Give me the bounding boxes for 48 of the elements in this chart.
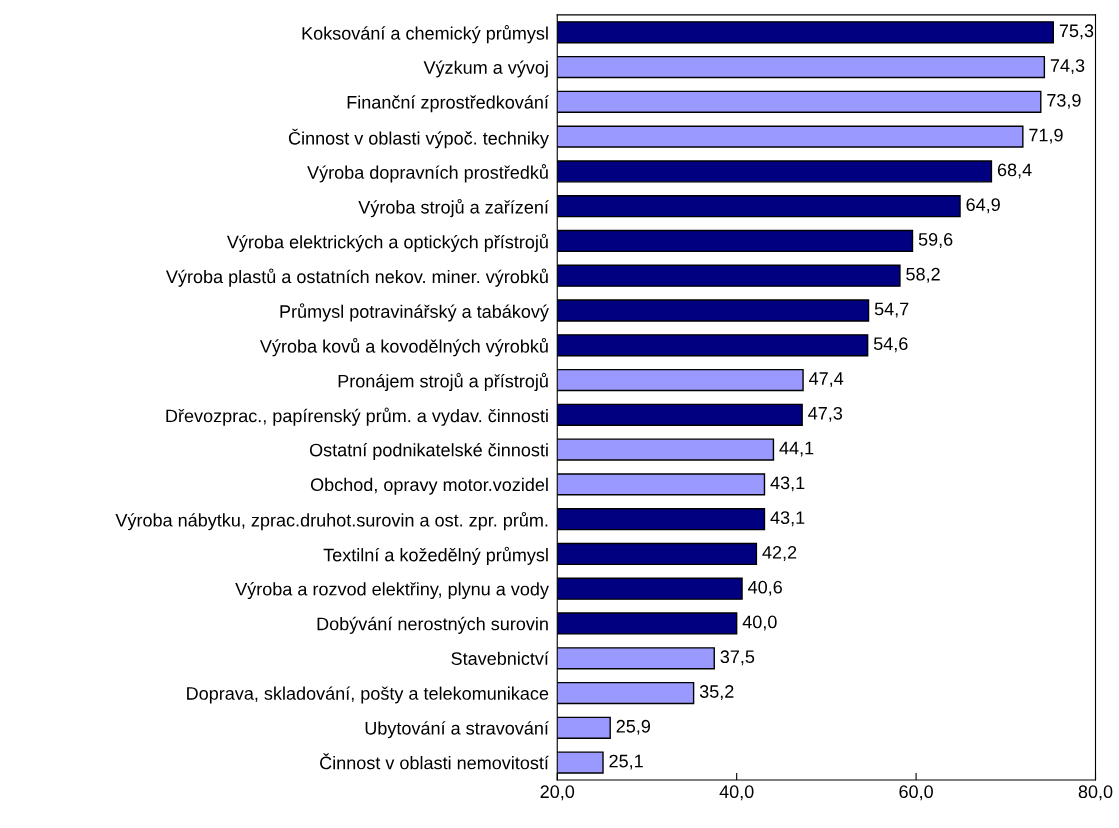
- data-label: 58,2: [906, 267, 940, 283]
- y-tick-label: Průmysl potravinářský a tabákový: [280, 303, 549, 322]
- data-label: 64,9: [966, 198, 1000, 214]
- x-tick-label: 40,0: [719, 785, 754, 801]
- y-tick-label: Ostatní podnikatelské činnosti: [309, 442, 548, 460]
- y-tick-label: Výroba strojů a zařízení: [358, 198, 549, 218]
- data-label: 25,9: [616, 719, 651, 735]
- data-label: 42,2: [762, 545, 797, 561]
- data-label: 43,1: [770, 511, 805, 527]
- y-tick-label: Ubytování a stravování: [365, 721, 549, 739]
- data-label: 75,3: [1059, 24, 1094, 40]
- data-label: 43,1: [770, 476, 805, 492]
- y-tick-label: Koksování a chemický průmysl: [302, 25, 548, 44]
- x-tick-label: 20,0: [540, 785, 575, 801]
- y-tick-label: Výzkum a vývoj: [423, 60, 548, 78]
- y-tick-label: Finanční zprostředkování: [347, 95, 549, 113]
- y-tick-label: Výroba a rozvod elektřiny, plynu a vody: [235, 582, 549, 600]
- y-tick-label: Výroba plastů a ostatních nekov. miner. výrobků: [165, 268, 548, 287]
- y-tick-label: Dobývání nerostných surovin: [317, 616, 548, 634]
- y-tick-label: Dřevozprac., papírenský prům. a vydav. činnosti: [166, 407, 548, 426]
- data-label: 25,1: [609, 754, 643, 770]
- data-label: 40,6: [748, 580, 782, 596]
- data-label: 54,7: [874, 302, 909, 318]
- y-tick-label: Výroba dopravních prostředků: [307, 164, 548, 183]
- y-tick-label: Obchod, opravy motor.vozidel: [310, 477, 548, 495]
- data-label: 44,1: [779, 441, 814, 457]
- y-tick-label: Doprava, skladování, pošty a telekomunikace: [187, 686, 549, 704]
- y-tick-label: Výroba elektrických a optických přístrojů: [226, 233, 548, 252]
- y-tick-label: Výroba nábytku, zprac.druhot.surovin a ost. zpr. prům.: [115, 511, 548, 531]
- y-tick-label: Výroba kovů a kovodělných výrobků: [259, 338, 548, 357]
- data-label: 40,0: [742, 615, 777, 631]
- data-label: 73,9: [1047, 93, 1081, 109]
- data-label: 47,4: [809, 372, 844, 388]
- data-label: 54,6: [873, 337, 908, 353]
- y-tick-label: Pronájem strojů a přístrojů: [338, 372, 548, 392]
- data-label: 35,2: [699, 685, 734, 701]
- data-label: 59,6: [918, 233, 953, 248]
- data-label: 71,9: [1029, 128, 1063, 144]
- y-tick-label: Činnost v oblasti výpoč. techniky: [288, 128, 549, 149]
- data-label: 37,5: [720, 650, 755, 666]
- y-tick-label: Činnost v oblasti nemovitostí: [320, 753, 549, 770]
- x-tick-label: 60,0: [899, 785, 933, 801]
- data-label: 68,4: [997, 163, 1032, 179]
- x-tick-label: 80,0: [1078, 785, 1113, 801]
- y-tick-label: Textilní a kožedělný průmysl: [323, 546, 548, 565]
- y-tick-label: Stavebnictví: [451, 651, 549, 665]
- data-label: 47,3: [808, 406, 843, 422]
- data-label: 74,3: [1050, 59, 1085, 75]
